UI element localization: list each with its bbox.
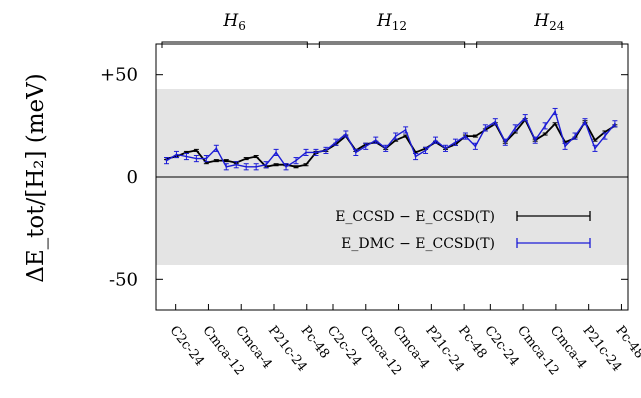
- data-point: [504, 141, 507, 144]
- data-point: [514, 126, 517, 129]
- legend-label-ccsd: E_CCSD − E_CCSD(T): [335, 209, 495, 225]
- data-point: [255, 155, 258, 158]
- data-point: [544, 133, 547, 135]
- legend-swatch-ccsd: [516, 211, 591, 221]
- data-point: [604, 135, 606, 137]
- data-point: [235, 163, 238, 166]
- data-point: [534, 139, 537, 142]
- data-point: [554, 110, 557, 113]
- series-line-1: [166, 109, 616, 168]
- data-point: [285, 165, 287, 168]
- y-tick-label: +50: [100, 65, 138, 86]
- data-point: [374, 139, 377, 142]
- data-point: [414, 155, 417, 158]
- data-point: [225, 159, 228, 162]
- data-point: [325, 149, 327, 152]
- data-point: [574, 135, 576, 137]
- y-axis: +50 0 -50: [100, 65, 628, 290]
- data-point: [384, 147, 387, 150]
- data-point: [185, 155, 188, 158]
- data-point: [245, 157, 248, 160]
- group-brackets: H6 H12 H24: [161, 11, 623, 48]
- data-point: [255, 165, 258, 168]
- data-point: [275, 151, 277, 154]
- data-point: [364, 145, 367, 148]
- data-point: [474, 135, 477, 137]
- y-tick-label: -50: [109, 269, 138, 290]
- data-point: [524, 116, 527, 119]
- data-point: [424, 149, 427, 152]
- data-point: [434, 139, 437, 142]
- data-point: [305, 151, 307, 154]
- data-point: [295, 159, 297, 162]
- data-point: [195, 157, 198, 160]
- data-point: [474, 145, 477, 148]
- data-point: [334, 141, 337, 144]
- data-point: [354, 151, 357, 154]
- y-tick-label: 0: [127, 167, 138, 188]
- data-point: [185, 151, 188, 154]
- data-point: [594, 139, 596, 142]
- data-point: [514, 131, 517, 133]
- data-point: [414, 151, 417, 154]
- data-point: [215, 159, 218, 162]
- data-point: [215, 147, 218, 150]
- data-point: [544, 124, 547, 127]
- data-point: [404, 135, 407, 137]
- data-point: [245, 165, 248, 168]
- y-axis-label: ΔE_tot/[H₂] (meV): [23, 73, 49, 283]
- data-point: [275, 163, 277, 166]
- legend: E_CCSD − E_CCSD(T) E_DMC − E_CCSD(T): [335, 209, 591, 252]
- data-point: [484, 126, 487, 129]
- data-point: [444, 147, 447, 150]
- data-point: [394, 135, 397, 137]
- data-point: [175, 153, 178, 156]
- data-point: [494, 120, 497, 123]
- data-point: [205, 157, 208, 160]
- data-point: [295, 165, 297, 168]
- data-point: [584, 120, 586, 123]
- data-point: [265, 163, 268, 166]
- data-point: [344, 133, 347, 135]
- data-point: [594, 147, 596, 150]
- data-point: [604, 131, 606, 133]
- data-point: [554, 122, 557, 125]
- data-point: [315, 151, 317, 154]
- data-point: [464, 135, 467, 137]
- data-point: [613, 122, 616, 125]
- data-point: [404, 129, 407, 131]
- data-point: [195, 149, 198, 152]
- group-bracket: [476, 41, 623, 48]
- group-bracket: [161, 41, 308, 48]
- legend-swatch-dmc: [516, 238, 591, 248]
- data-point: [205, 161, 208, 164]
- data-point: [225, 165, 228, 168]
- legend-label-dmc: E_DMC − E_CCSD(T): [341, 236, 495, 252]
- group-bracket: [318, 41, 466, 48]
- data-point: [165, 159, 168, 162]
- series-layer: [163, 107, 618, 171]
- data-point: [564, 145, 566, 148]
- series-line-0: [166, 118, 616, 168]
- data-point: [305, 163, 307, 166]
- data-point: [394, 139, 397, 142]
- data-point: [454, 141, 457, 144]
